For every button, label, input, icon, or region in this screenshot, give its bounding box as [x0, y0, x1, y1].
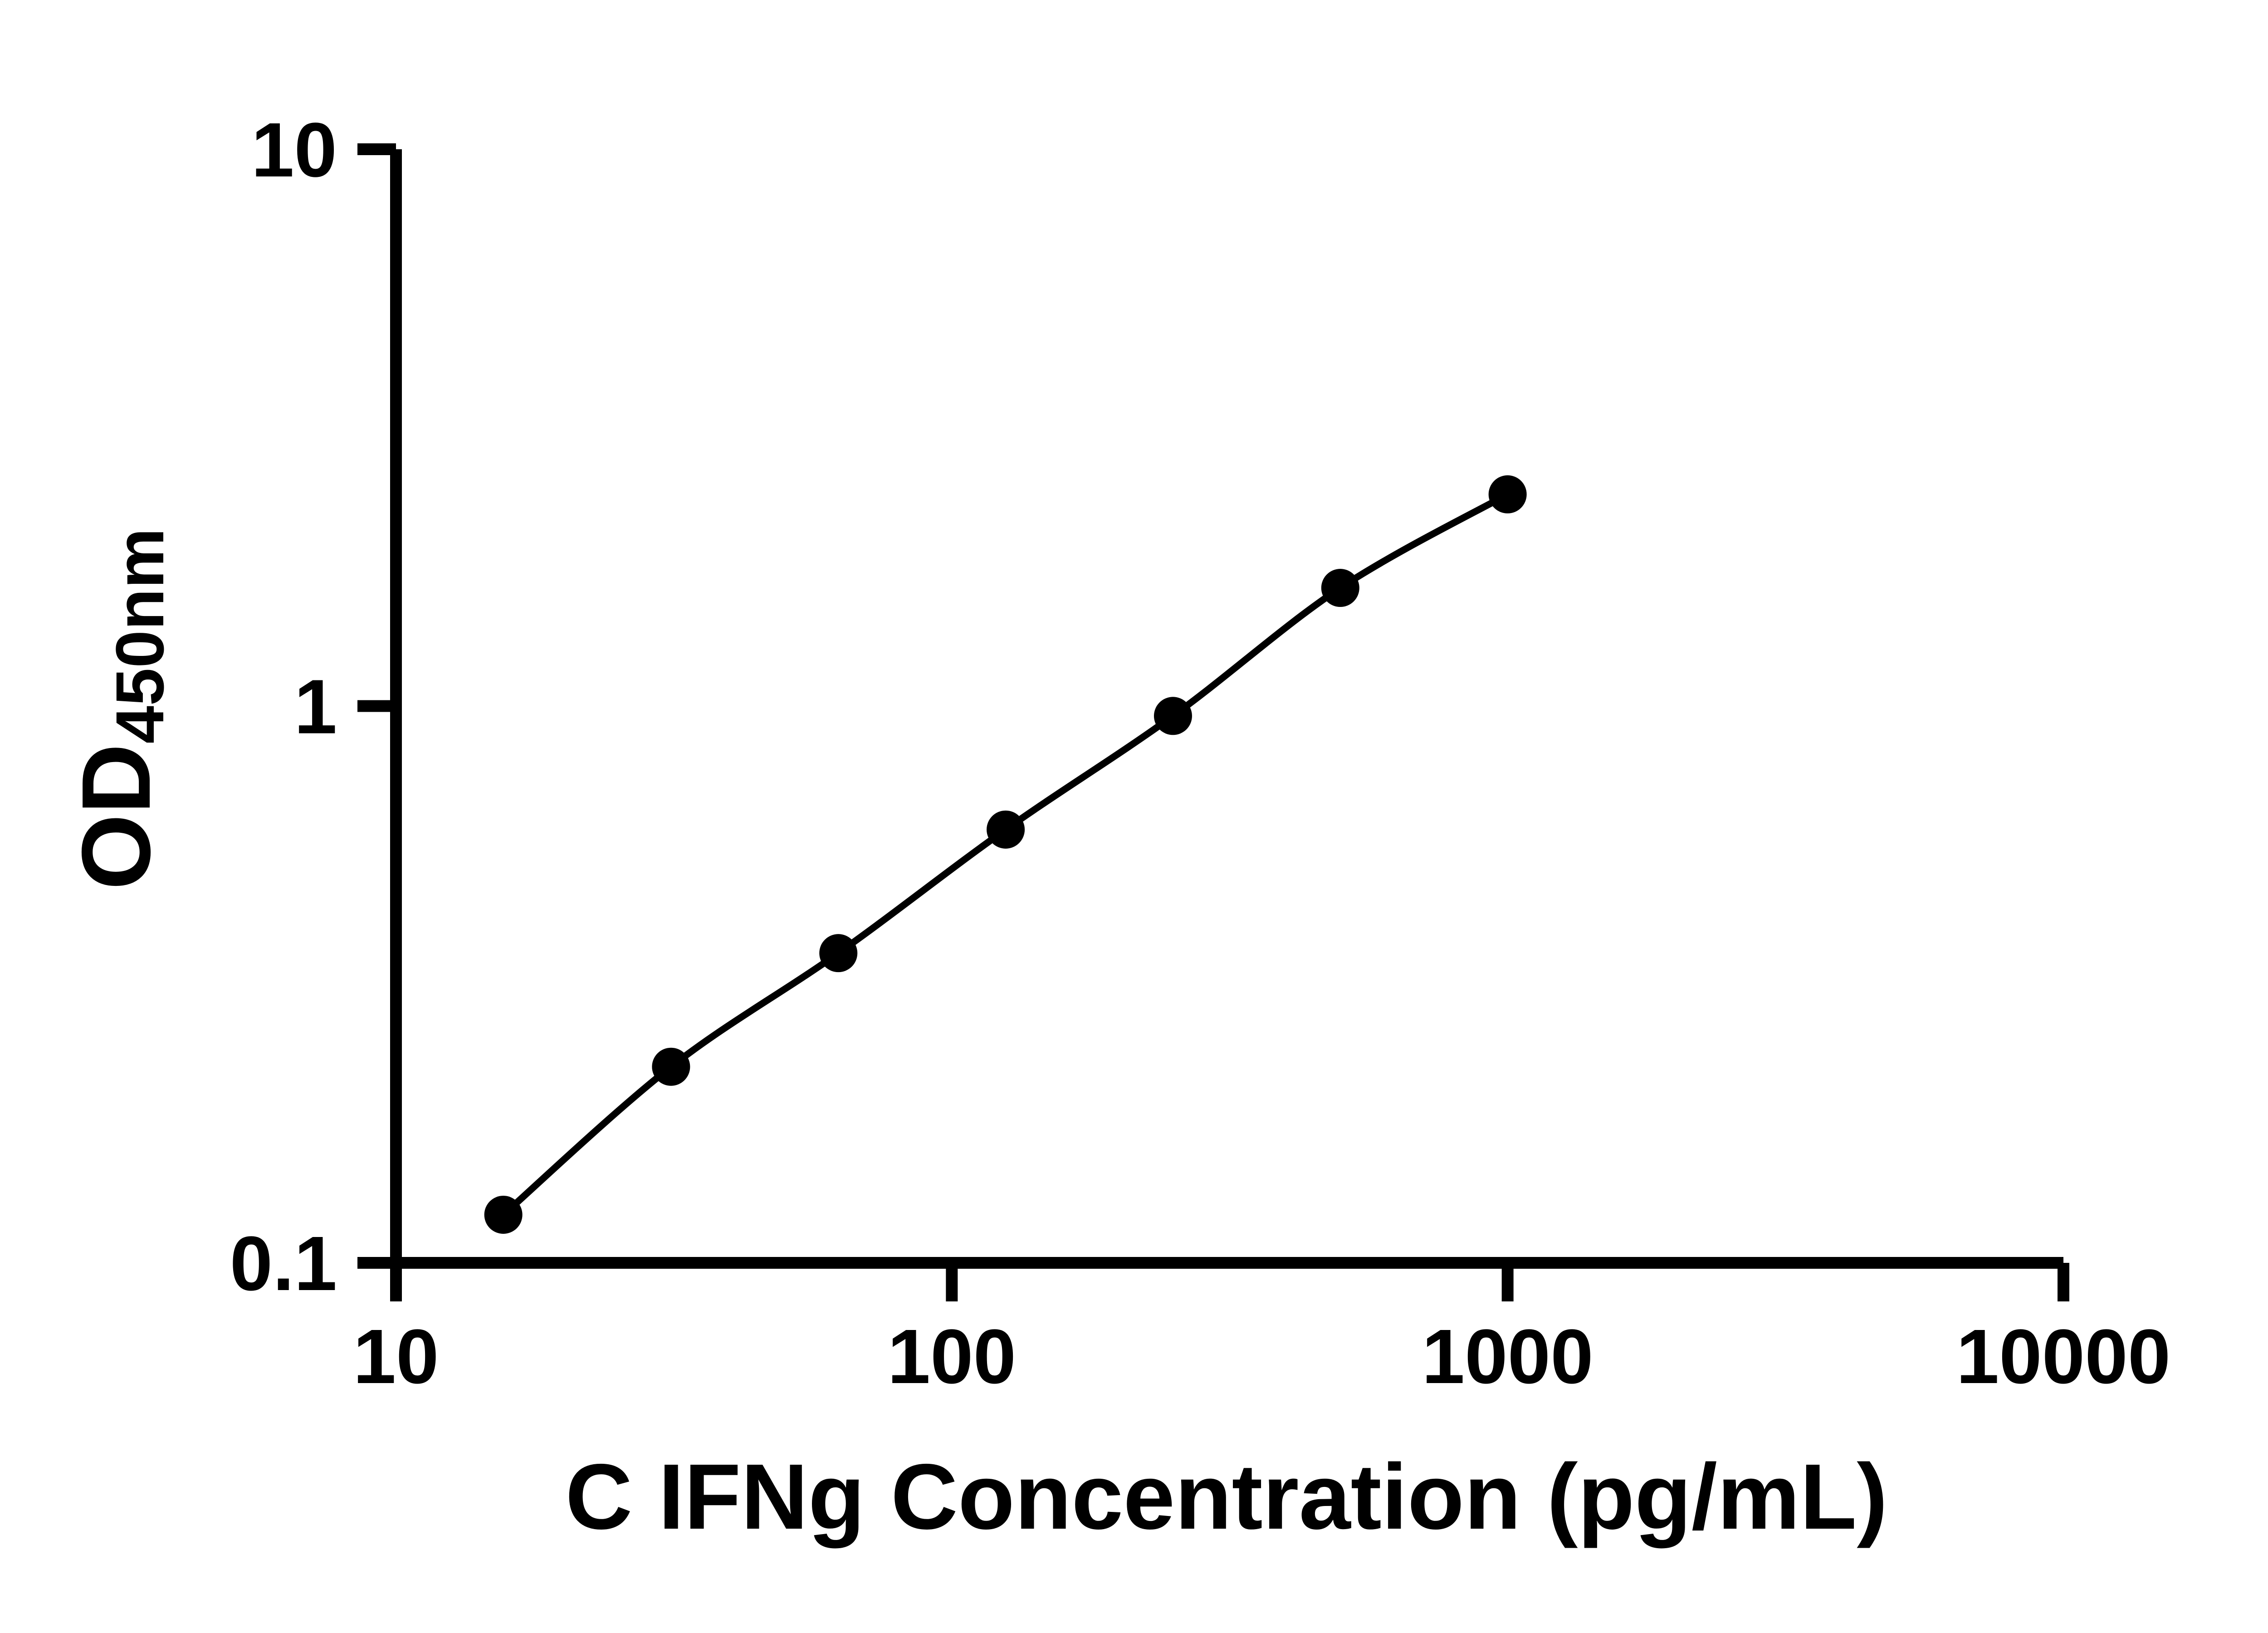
y-tick-label: 10 — [251, 107, 337, 193]
data-point-marker — [1154, 697, 1192, 735]
y-axis-title-subscript: 450nm — [102, 528, 178, 743]
x-tick-label: 10000 — [1956, 1314, 2171, 1400]
data-point-marker — [652, 1047, 690, 1086]
y-axis-title: OD450nm — [61, 528, 178, 890]
x-tick-label: 10 — [353, 1314, 439, 1400]
data-point-marker — [987, 810, 1025, 849]
y-axis-title-main: OD — [61, 743, 171, 890]
data-point-marker — [819, 934, 858, 973]
data-point-marker — [1488, 475, 1527, 513]
standard-curve-line — [501, 491, 1510, 1217]
data-point-marker — [484, 1195, 523, 1234]
x-tick-label: 100 — [888, 1314, 1017, 1400]
axes — [390, 149, 2063, 1269]
data-point-marker — [1321, 569, 1359, 607]
x-tick-label: 1000 — [1422, 1314, 1593, 1400]
x-axis-title: C IFNg Concentration (pg/mL) — [565, 1445, 1887, 1549]
y-tick-label: 1 — [294, 664, 337, 750]
y-tick-label: 0.1 — [230, 1221, 337, 1307]
